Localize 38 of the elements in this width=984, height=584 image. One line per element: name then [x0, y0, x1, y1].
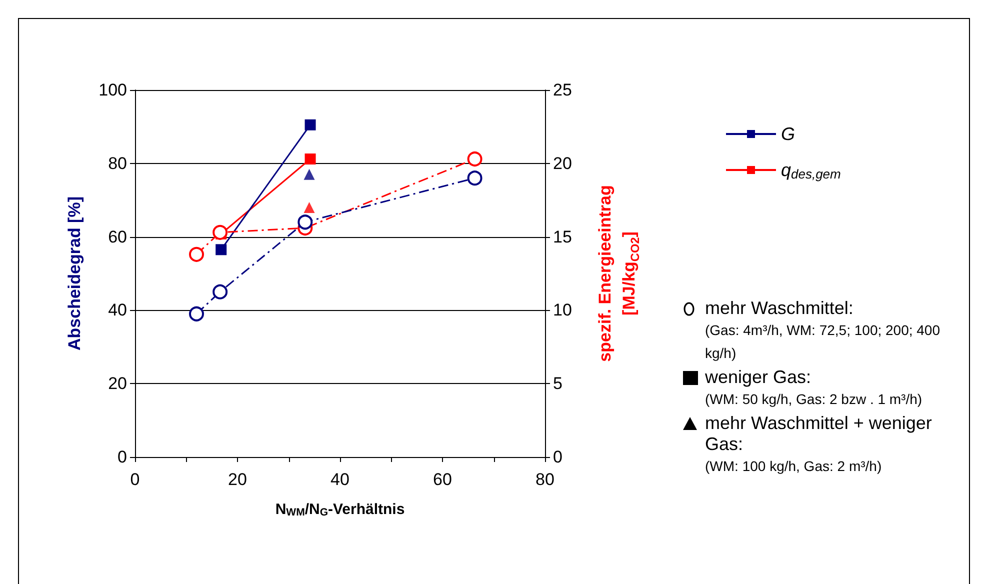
text: mehr Waschmittel + weniger Gas: — [705, 413, 933, 455]
text: (WM: 100 kg/h, Gas: 2 m³/h) — [705, 457, 883, 476]
text: (Gas: 4m³/h, WM: 72,5; 100; 200; 400 kg/h) — [705, 321, 941, 363]
x-axis-title: NWM/NG-Verhältnis — [275, 501, 405, 518]
y2-tick-label: 10 — [553, 300, 572, 320]
y-tick-label: 40 — [108, 300, 127, 320]
text: mehr Waschmittel: — [705, 298, 854, 319]
point — [304, 153, 316, 164]
text: (WM: 50 kg/h, Gas: 2 bzw . 1 m³/h) — [705, 390, 924, 409]
y-axis-title: Abscheidegrad [%] — [65, 196, 84, 350]
x-tick-label: 20 — [228, 470, 247, 489]
y-tick-label: 20 — [108, 374, 127, 394]
y-tick-label: 60 — [108, 227, 127, 246]
y2-tick-label: 15 — [553, 227, 572, 246]
point — [216, 244, 227, 256]
point — [304, 168, 315, 180]
x-tick-label: 60 — [433, 470, 452, 489]
point — [467, 170, 482, 186]
y-tick-label: 80 — [108, 154, 127, 173]
legend-label: G — [781, 124, 796, 144]
point — [298, 214, 313, 230]
y-tick-label: 100 — [98, 80, 127, 100]
point — [212, 224, 228, 240]
point — [304, 119, 316, 130]
y-tick-label: 0 — [118, 448, 127, 466]
point — [189, 246, 204, 262]
y2-tick-label: 25 — [553, 80, 572, 100]
x-tick-label: 80 — [536, 470, 554, 489]
y2-tick-label: 5 — [553, 374, 562, 394]
y2-tick-label: 20 — [553, 154, 572, 173]
point — [189, 306, 204, 322]
y2-tick-label: 0 — [553, 448, 562, 466]
point — [467, 152, 482, 166]
x-tick-label: 0 — [130, 470, 140, 489]
x-tick-label: 40 — [330, 470, 350, 489]
text: weniger Gas: — [705, 367, 812, 388]
point — [212, 284, 228, 300]
point — [304, 202, 315, 213]
